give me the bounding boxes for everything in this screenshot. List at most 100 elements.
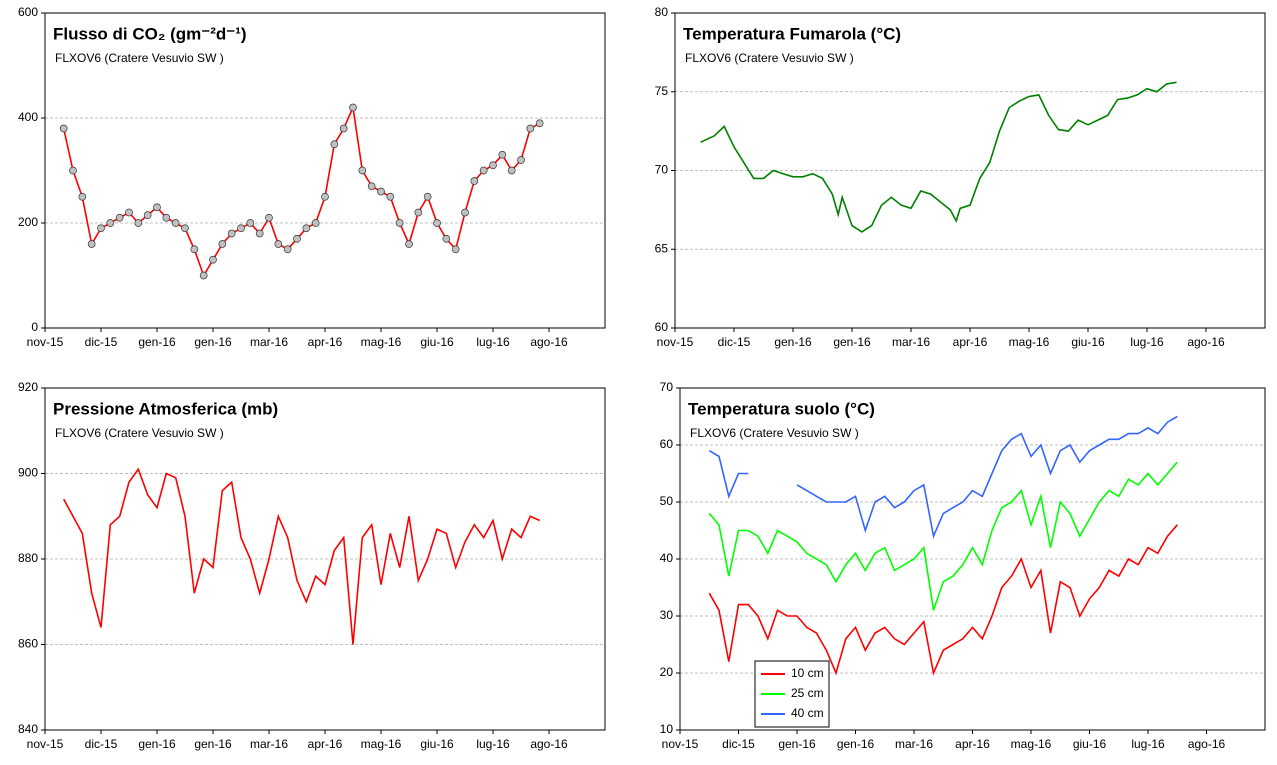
data-line xyxy=(708,524,1178,676)
x-tick-label: gen-16 xyxy=(837,737,875,751)
y-tick-label: 30 xyxy=(660,608,674,622)
data-point xyxy=(311,219,320,227)
data-point xyxy=(321,192,329,201)
x-tick-label: lug-16 xyxy=(1130,335,1164,349)
x-tick-label: mar-16 xyxy=(895,737,933,751)
y-tick-label: 40 xyxy=(660,551,674,565)
x-tick-label: lug-16 xyxy=(476,737,510,751)
data-point xyxy=(470,177,479,185)
data-point xyxy=(227,229,236,238)
data-point xyxy=(69,166,77,175)
data-point xyxy=(162,213,171,222)
x-tick-label: apr-16 xyxy=(308,335,343,349)
y-tick-label: 840 xyxy=(18,722,38,736)
x-tick-label: lug-16 xyxy=(476,335,510,349)
data-line xyxy=(700,81,1177,233)
chart-title: Temperatura suolo (°C) xyxy=(688,399,875,418)
data-point xyxy=(479,166,488,175)
data-point xyxy=(451,245,460,254)
x-tick-label: gen-16 xyxy=(778,737,816,751)
y-tick-label: 70 xyxy=(655,163,669,177)
data-point xyxy=(414,208,423,217)
data-point xyxy=(218,240,227,248)
x-tick-label: giu-16 xyxy=(420,737,454,751)
data-point xyxy=(143,211,152,219)
y-tick-label: 60 xyxy=(655,320,669,334)
data-point xyxy=(526,124,535,133)
y-tick-label: 900 xyxy=(18,466,38,480)
data-point xyxy=(283,245,292,254)
y-tick-label: 0 xyxy=(31,320,38,334)
data-line xyxy=(708,461,1178,611)
data-point xyxy=(125,208,133,217)
chart-title: Flusso di CO₂ (gm⁻²d⁻¹) xyxy=(53,24,247,43)
chart-subtitle: FLXOV6 (Cratere Vesuvio SW ) xyxy=(55,51,224,65)
data-point xyxy=(274,240,283,248)
x-tick-label: nov-15 xyxy=(27,737,64,751)
x-tick-label: apr-16 xyxy=(955,737,990,751)
x-tick-label: giu-16 xyxy=(1073,737,1107,751)
data-point xyxy=(358,166,367,175)
data-point xyxy=(377,187,385,196)
data-point xyxy=(442,234,451,243)
x-tick-label: apr-16 xyxy=(308,737,343,751)
data-point xyxy=(489,161,497,170)
chart-subtitle: FLXOV6 (Cratere Vesuvio SW ) xyxy=(690,426,859,440)
x-tick-label: dic-15 xyxy=(85,737,118,751)
x-tick-label: lug-16 xyxy=(1131,737,1165,751)
x-tick-label: mag-16 xyxy=(1011,737,1052,751)
plot-border xyxy=(679,387,1266,731)
data-point xyxy=(190,245,199,254)
data-line xyxy=(708,415,1178,539)
y-tick-label: 200 xyxy=(18,215,38,229)
x-tick-label: gen-16 xyxy=(138,335,176,349)
data-point xyxy=(97,224,105,233)
data-point xyxy=(507,166,516,175)
x-tick-label: nov-15 xyxy=(657,335,694,349)
legend-label: 25 cm xyxy=(791,686,824,700)
data-point xyxy=(59,124,68,133)
x-tick-label: gen-16 xyxy=(194,737,232,751)
data-point xyxy=(461,208,469,217)
plot-border xyxy=(674,12,1266,329)
chart-subtitle: FLXOV6 (Cratere Vesuvio SW ) xyxy=(55,426,224,440)
x-tick-label: apr-16 xyxy=(953,335,988,349)
x-tick-label: ago-16 xyxy=(1187,335,1225,349)
data-point xyxy=(78,192,87,201)
data-line xyxy=(62,104,541,278)
data-point xyxy=(171,219,180,227)
data-point xyxy=(349,103,357,112)
data-point xyxy=(330,140,339,149)
data-point xyxy=(498,150,507,159)
y-tick-label: 80 xyxy=(655,5,669,19)
y-tick-label: 75 xyxy=(655,84,669,98)
data-point xyxy=(386,192,395,201)
y-tick-label: 860 xyxy=(18,637,38,651)
y-tick-label: 880 xyxy=(18,551,38,565)
data-point xyxy=(535,119,544,128)
y-tick-label: 10 xyxy=(660,722,674,736)
data-point xyxy=(395,219,404,227)
x-tick-label: mag-16 xyxy=(361,335,402,349)
data-point xyxy=(134,219,143,227)
y-tick-label: 60 xyxy=(660,437,674,451)
chart-title: Pressione Atmosferica (mb) xyxy=(53,399,278,418)
data-point xyxy=(433,219,441,227)
data-point xyxy=(405,240,413,248)
x-tick-label: gen-16 xyxy=(194,335,232,349)
x-tick-label: dic-15 xyxy=(718,335,751,349)
y-tick-label: 50 xyxy=(660,494,674,508)
data-point xyxy=(517,156,525,164)
chart-title: Temperatura Fumarola (°C) xyxy=(683,24,901,43)
x-tick-label: mar-16 xyxy=(250,335,288,349)
data-point xyxy=(181,224,189,233)
data-line xyxy=(62,467,541,645)
x-tick-label: gen-16 xyxy=(833,335,871,349)
legend-label: 40 cm xyxy=(791,706,824,720)
x-tick-label: ago-16 xyxy=(1188,737,1226,751)
data-point xyxy=(423,192,432,201)
chart-subtitle: FLXOV6 (Cratere Vesuvio SW ) xyxy=(685,51,854,65)
data-point xyxy=(106,219,115,227)
